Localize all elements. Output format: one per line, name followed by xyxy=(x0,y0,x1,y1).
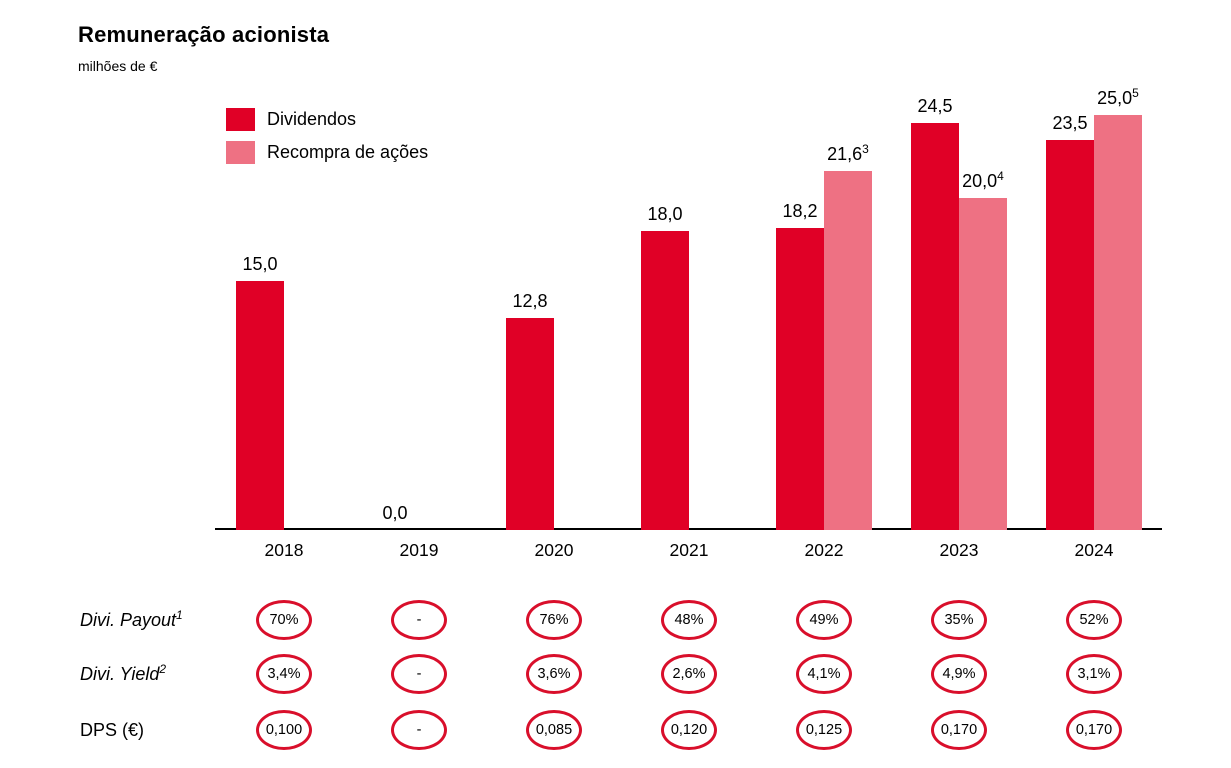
bar-dividendos-2024 xyxy=(1046,140,1094,530)
x-axis-label-2020: 2020 xyxy=(534,540,574,560)
legend-label-recompra: Recompra de ações xyxy=(267,141,429,162)
metric-ellipse-payout-2021: 48% xyxy=(661,600,717,640)
metric-label-payout: Divi. Payout1 xyxy=(80,608,183,630)
metric-ellipse-payout-2022: 49% xyxy=(796,600,852,640)
x-axis-label-2024: 2024 xyxy=(1074,540,1114,560)
bar-value-label-dividendos-2023: 24,5 xyxy=(917,96,953,116)
metric-ellipse-yield-2024: 3,1% xyxy=(1066,654,1122,694)
bar-value-label-dividendos-2018: 15,0 xyxy=(242,254,278,274)
recompra-swatch xyxy=(226,140,255,164)
metric-ellipse-dps-2023: 0,170 xyxy=(931,710,987,750)
legend-item-dividendos: Dividendos xyxy=(226,107,428,131)
metric-ellipse-dps-2019: - xyxy=(391,710,447,750)
bar-dividendos-2020 xyxy=(506,318,554,530)
metric-ellipse-dps-2020: 0,085 xyxy=(526,710,582,750)
chart-subtitle: milhões de € xyxy=(78,58,158,74)
metric-ellipse-dps-2022: 0,125 xyxy=(796,710,852,750)
bar-value-label-recompra-2024: 25,05 xyxy=(1097,86,1139,108)
bar-value-label-dividendos-2020: 12,8 xyxy=(512,291,548,311)
legend-item-recompra: Recompra de ações xyxy=(226,140,428,164)
metric-ellipse-yield-2021: 2,6% xyxy=(661,654,717,694)
bar-value-label-recompra-2023: 20,04 xyxy=(962,169,1004,191)
bar-dividendos-2021 xyxy=(641,231,689,530)
bar-dividendos-2018 xyxy=(236,281,284,530)
metric-ellipse-yield-2019: - xyxy=(391,654,447,694)
bar-value-label-dividendos-2019: 0,0 xyxy=(382,503,408,523)
metric-label-dps: DPS (€) xyxy=(80,720,145,740)
bar-value-label-recompra-2022: 21,63 xyxy=(827,142,869,164)
metric-ellipse-dps-2021: 0,120 xyxy=(661,710,717,750)
bar-dividendos-2022 xyxy=(776,228,824,530)
metric-ellipse-payout-2020: 76% xyxy=(526,600,582,640)
x-axis-label-2018: 2018 xyxy=(264,540,304,560)
bar-value-label-dividendos-2022: 18,2 xyxy=(782,201,818,221)
legend: Dividendos Recompra de ações xyxy=(226,107,428,173)
metric-ellipse-yield-2018: 3,4% xyxy=(256,654,312,694)
x-axis-label-2021: 2021 xyxy=(669,540,709,560)
metric-ellipse-yield-2020: 3,6% xyxy=(526,654,582,694)
bar-value-label-dividendos-2024: 23,5 xyxy=(1052,113,1088,133)
metric-ellipse-payout-2024: 52% xyxy=(1066,600,1122,640)
metric-ellipse-dps-2018: 0,100 xyxy=(256,710,312,750)
x-axis-label-2022: 2022 xyxy=(804,540,844,560)
metric-ellipse-payout-2019: - xyxy=(391,600,447,640)
x-axis-label-2023: 2023 xyxy=(939,540,979,560)
bar-dividendos-2023 xyxy=(911,123,959,530)
chart-title: Remuneração acionista xyxy=(78,22,330,47)
metric-label-yield: Divi. Yield2 xyxy=(80,662,167,684)
legend-label-dividendos: Dividendos xyxy=(267,108,357,129)
metric-ellipse-yield-2023: 4,9% xyxy=(931,654,987,694)
metric-ellipse-yield-2022: 4,1% xyxy=(796,654,852,694)
bar-value-label-dividendos-2021: 18,0 xyxy=(647,204,683,224)
bar-recompra-2022 xyxy=(824,171,872,530)
dividendos-swatch xyxy=(226,107,255,131)
x-axis-label-2019: 2019 xyxy=(399,540,439,560)
metric-ellipse-payout-2023: 35% xyxy=(931,600,987,640)
metric-ellipse-payout-2018: 70% xyxy=(256,600,312,640)
metric-ellipse-dps-2024: 0,170 xyxy=(1066,710,1122,750)
bar-recompra-2023 xyxy=(959,198,1007,530)
bar-recompra-2024 xyxy=(1094,115,1142,530)
